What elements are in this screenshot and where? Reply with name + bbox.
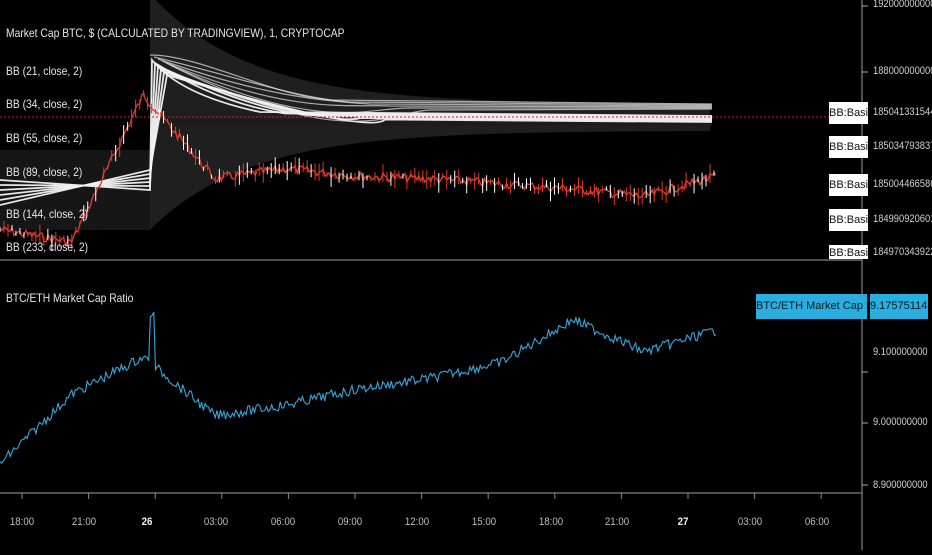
time-label-11: 03:00 <box>737 516 763 528</box>
bb-basis-label-21: BB:Basis <box>829 102 868 124</box>
indicator-bb-55[interactable]: BB (55, close, 2) <box>6 131 83 145</box>
indicator-bb-233[interactable]: BB (233, close, 2) <box>6 240 89 254</box>
time-label-6: 12:00 <box>404 516 430 528</box>
time-label-12: 06:00 <box>804 516 830 528</box>
bb-upper-band-2 <box>157 58 713 107</box>
time-label-10: 27 <box>677 516 689 528</box>
bb-upper-band-1 <box>153 56 713 106</box>
bb-upper-band-5 <box>169 64 713 122</box>
bb-basis-value-55: 185004466586 <box>873 178 932 190</box>
bb-basis-line-233 <box>0 73 713 206</box>
bb-basis-line-34 <box>0 61 713 187</box>
time-label-9: 21:00 <box>604 516 630 528</box>
bottom-pane-title[interactable]: BTC/ETH Market Cap Ratio <box>6 291 134 305</box>
ratio-line <box>0 311 717 465</box>
time-label-1: 21:00 <box>71 516 97 528</box>
price-axis-label-2: 188000000000 <box>873 65 932 77</box>
bb-basis-label-55: BB:Basis <box>829 174 868 196</box>
bb-basis-label-34: BB:Basis <box>829 136 868 158</box>
ratio-axis-label-2: 9.000000000 <box>873 416 928 428</box>
time-label-5: 09:00 <box>337 516 363 528</box>
bb-upper-band-4 <box>165 62 712 114</box>
time-label-8: 18:00 <box>538 516 564 528</box>
indicator-bb-21[interactable]: BB (21, close, 2) <box>6 64 83 78</box>
bb-basis-label-144: BB:Basis <box>829 245 868 259</box>
time-label-4: 06:00 <box>270 516 296 528</box>
top-pane-title[interactable]: Market Cap BTC, $ (CALCULATED BY TRADING… <box>6 26 345 40</box>
indicator-bb-89[interactable]: BB (89, close, 2) <box>6 165 83 179</box>
bb-upper-band-3 <box>161 60 713 108</box>
time-label-3: 03:00 <box>203 516 229 528</box>
bb-basis-value-21: 185041331544 <box>873 106 932 118</box>
ratio-badge: BTC/ETH Market Cap Ratio <box>756 294 867 319</box>
time-label-0: 18:00 <box>9 516 35 528</box>
time-label-2: 26 <box>141 516 153 528</box>
bb-basis-line-21 <box>0 57 713 191</box>
ratio-axis-label-1: 9.100000000 <box>873 346 928 358</box>
indicator-bb-144[interactable]: BB (144, close, 2) <box>6 207 89 221</box>
ratio-axis-label-3: 8.900000000 <box>873 479 928 491</box>
ratio-current-value: 9.175751143 <box>870 294 928 319</box>
bb-basis-line-55 <box>0 64 713 191</box>
bb-basis-value-144: 184970343922 <box>873 246 932 258</box>
bb-basis-value-34: 185034793837 <box>873 140 932 152</box>
price-axis-label-1: 192000000000 <box>873 0 932 10</box>
time-label-7: 15:00 <box>471 516 497 528</box>
bb-basis-value-89: 184990920601 <box>873 213 932 225</box>
indicator-bb-34[interactable]: BB (34, close, 2) <box>6 97 83 111</box>
bb-basis-label-89: BB:Basis <box>829 209 868 231</box>
